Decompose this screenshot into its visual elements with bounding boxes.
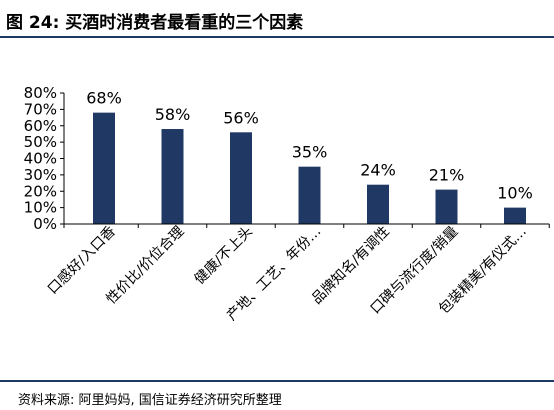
chart-title: 图 24: 买酒时消费者最看重的三个因素	[6, 13, 304, 33]
bar	[367, 184, 389, 224]
bar-chart: 0%10%20%30%40%50%60%70%80% 68%58% 56%35%2…	[24, 84, 550, 324]
data-label: 24%	[360, 161, 396, 180]
y-tick-label: 80%	[24, 84, 57, 102]
data-labels: 68% 58% 56% 35% 24% 21% 10%	[86, 89, 533, 203]
y-tick-label: 40%	[24, 150, 57, 168]
x-category-label: 健康/不上头	[191, 223, 256, 288]
y-tick-label: 70%	[24, 100, 57, 118]
data-label: 21%	[429, 166, 465, 185]
bar	[435, 189, 458, 224]
bar	[504, 207, 526, 224]
y-axis: 0%10%20%30%40%50%60%70%80%	[24, 84, 65, 233]
source-note: 资料来源: 阿里妈妈, 国信证券经济研究所整理	[18, 393, 282, 408]
bars	[93, 112, 526, 224]
y-tick-label: 0%	[33, 215, 57, 233]
y-tick-label: 60%	[24, 117, 57, 135]
y-tick-label: 50%	[24, 133, 57, 151]
title-bar: 图 24: 买酒时消费者最看重的三个因素	[0, 0, 554, 38]
source-bar: 资料来源: 阿里妈妈, 国信证券经济研究所整理	[0, 380, 554, 410]
data-label: 68%	[86, 89, 122, 108]
data-label: 35%	[292, 143, 328, 162]
bar	[93, 112, 115, 224]
bar	[161, 129, 184, 224]
bar	[298, 166, 321, 224]
data-label: 58%	[155, 105, 191, 124]
y-tick-label: 10%	[24, 199, 57, 217]
data-label: 56%	[223, 108, 259, 127]
x-category-label: 口感好/入口香	[44, 223, 119, 298]
bar	[230, 132, 252, 224]
y-tick-label: 30%	[24, 166, 57, 184]
y-tick-label: 20%	[24, 182, 57, 200]
data-label: 10%	[497, 184, 533, 203]
